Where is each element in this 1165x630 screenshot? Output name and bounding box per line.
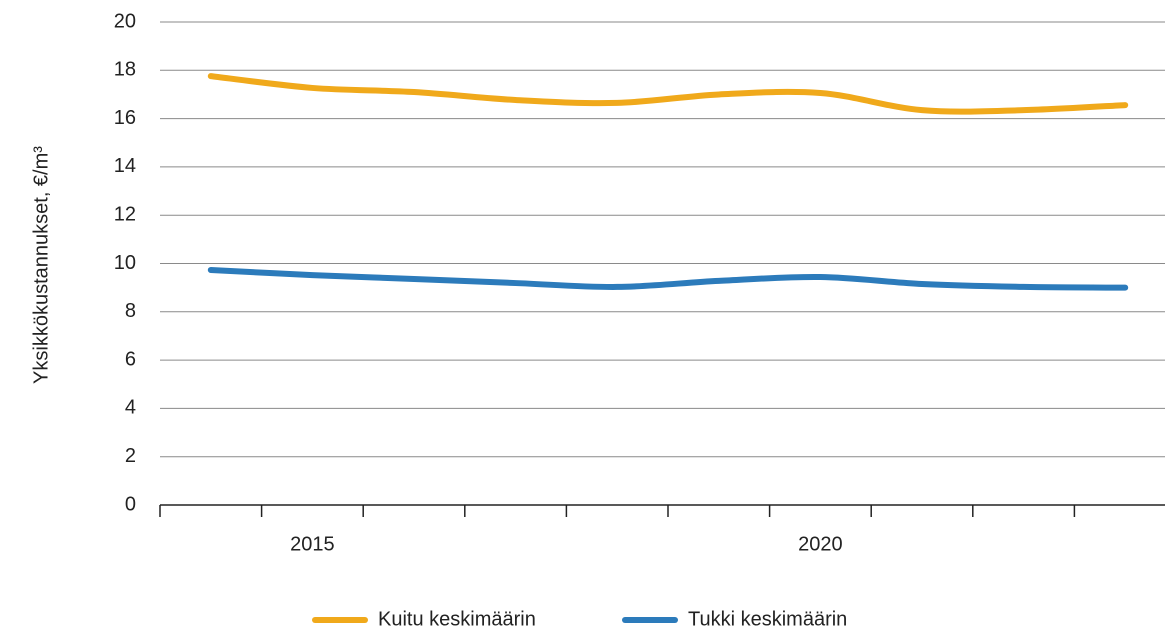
y-tick-label: 12 xyxy=(114,203,136,225)
legend-label: Tukki keskimäärin xyxy=(688,608,847,630)
x-tick-label: 2020 xyxy=(798,533,843,555)
x-tick-label: 2015 xyxy=(290,533,335,555)
y-tick-label: 16 xyxy=(114,107,136,129)
legend-label: Kuitu keskimäärin xyxy=(378,608,536,630)
y-tick-label: 18 xyxy=(114,59,136,81)
y-tick-label: 14 xyxy=(114,155,136,177)
y-tick-label: 8 xyxy=(125,300,136,322)
y-tick-label: 2 xyxy=(125,445,136,467)
y-axis-label: Yksikkökustannukset, €/m³ xyxy=(30,146,52,384)
y-tick-label: 0 xyxy=(125,493,136,515)
series-line xyxy=(207,267,1129,291)
y-tick-label: 4 xyxy=(125,397,136,419)
series-line xyxy=(207,73,1129,115)
y-tick-label: 10 xyxy=(114,252,136,274)
y-tick-label: 6 xyxy=(125,348,136,370)
y-tick-label: 20 xyxy=(114,10,136,32)
